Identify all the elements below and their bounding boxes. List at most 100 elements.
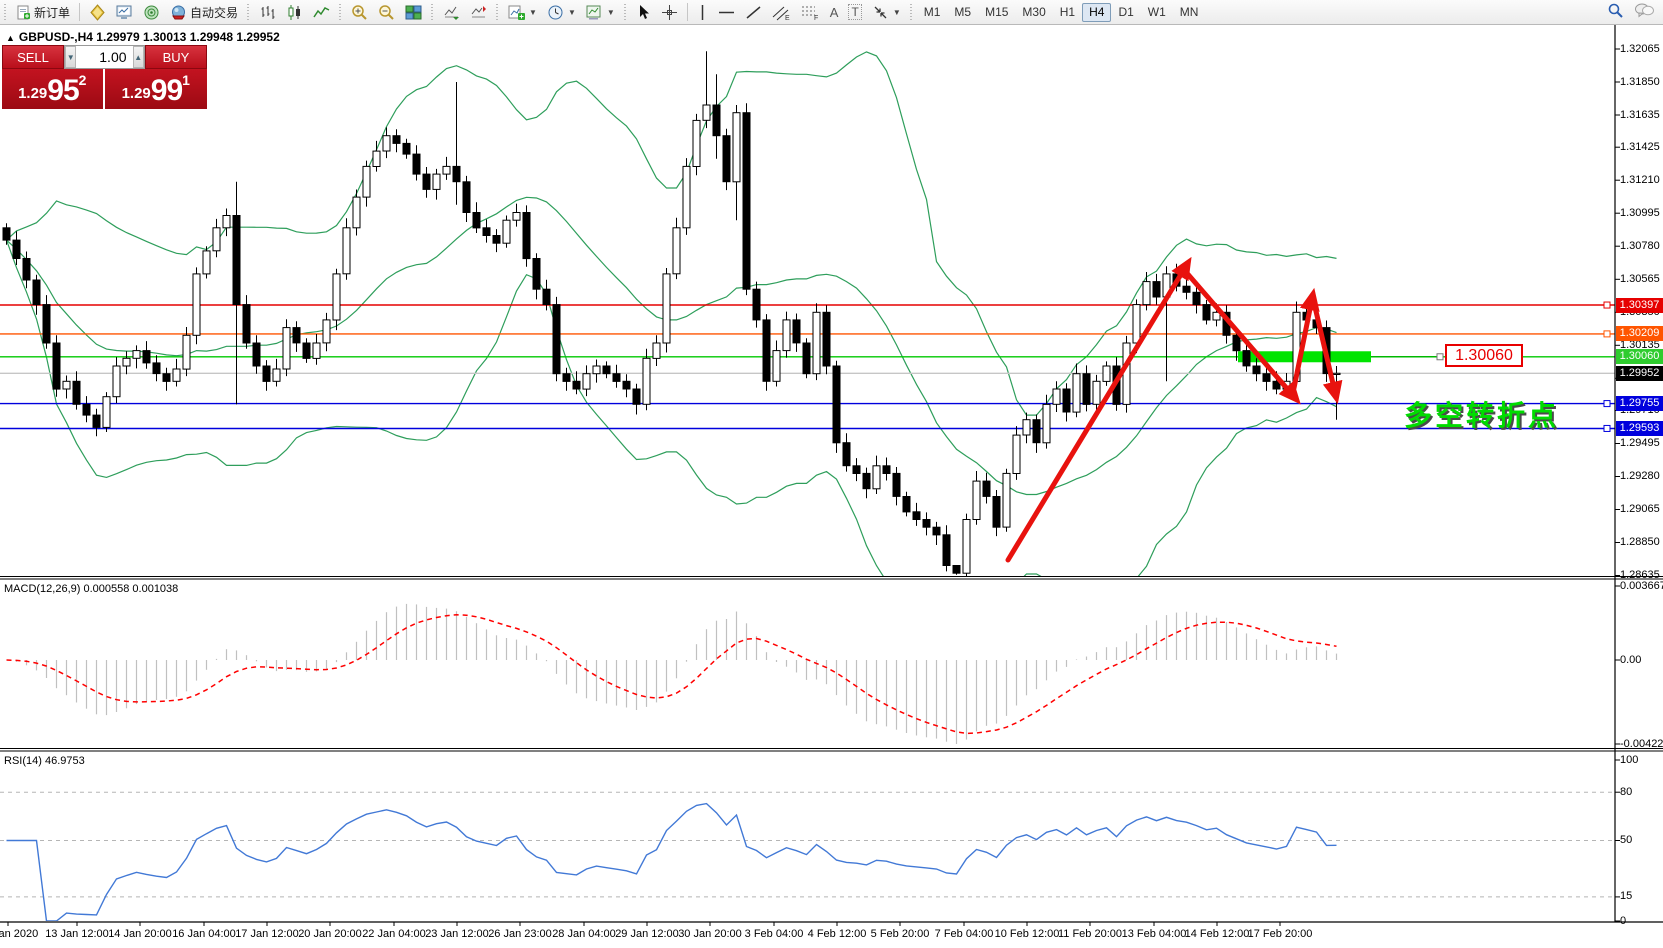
volume-input[interactable] — [76, 46, 133, 68]
zoom-in-button[interactable] — [346, 2, 373, 23]
time-axis-label: 3 Feb 04:00 — [744, 928, 804, 940]
clock-icon — [547, 4, 564, 21]
candles-chart-icon — [286, 4, 303, 21]
time-axis-label: 16 Jan 04:00 — [172, 928, 236, 940]
hline-tool-button[interactable] — [713, 2, 740, 23]
horizontal-line-icon — [718, 7, 735, 18]
trend-arrows-annotation[interactable] — [1005, 256, 1343, 563]
volume-stepper: ▼ ▲ — [64, 45, 145, 69]
time-axis-label: 30 Jan 20:00 — [678, 928, 742, 940]
green-highlight-zone[interactable] — [1238, 351, 1371, 363]
volume-decrease-button[interactable]: ▼ — [65, 46, 77, 68]
sell-button[interactable]: SELL — [2, 45, 64, 69]
level-price-axis-label[interactable]: 1.29755 — [1616, 396, 1663, 412]
periods-button[interactable]: ▼ — [542, 2, 581, 23]
chart-candles-button[interactable] — [281, 2, 308, 23]
tf-m1-button[interactable]: M1 — [923, 5, 941, 19]
level-price-axis-label[interactable]: 1.30397 — [1616, 297, 1663, 313]
svg-text:F: F — [814, 15, 818, 21]
tile-windows-button[interactable] — [400, 2, 427, 23]
time-axis-label: 11 Feb 20:00 — [1057, 928, 1123, 940]
market-watch-button[interactable] — [84, 2, 111, 23]
macd-axis-tick: 0.00 — [1620, 653, 1642, 666]
sell-price-pips: 95 — [47, 74, 79, 107]
label-tool-icon: T — [848, 4, 862, 20]
vertical-line-icon — [697, 4, 708, 21]
pivot-annotation-text[interactable]: 多空转折点 — [1404, 400, 1560, 431]
buy-price-display[interactable]: 1.29 99 1 — [104, 69, 207, 109]
search-icon[interactable] — [1607, 2, 1624, 22]
price-axis-tick: 1.28850 — [1620, 536, 1660, 548]
tf-d1-button[interactable]: D1 — [1118, 5, 1134, 19]
macd-rsi-splitter[interactable] — [0, 748, 1663, 752]
collapse-arrow-icon[interactable]: ▲ — [6, 33, 15, 43]
zoom-out-button[interactable] — [373, 2, 400, 23]
level-price-axis-label[interactable]: 1.29593 — [1616, 420, 1663, 436]
text-tool-button[interactable]: A — [825, 2, 844, 23]
time-axis-label: 14 Jan 20:00 — [108, 928, 172, 940]
channel-tool-button[interactable]: E — [767, 2, 796, 23]
rsi-axis-tick: 0 — [1620, 914, 1627, 927]
diamond-icon — [89, 3, 106, 21]
time-axis-label: 22 Jan 04:00 — [362, 928, 426, 940]
chart-bars-button[interactable] — [254, 2, 281, 23]
auto-scroll-button[interactable] — [438, 2, 465, 23]
new-order-icon — [16, 5, 31, 20]
trendline-tool-button[interactable] — [740, 2, 767, 23]
level-price-box[interactable]: 1.30060 — [1445, 344, 1523, 367]
chart-shift-button[interactable] — [465, 2, 492, 23]
template-icon — [586, 4, 603, 21]
crosshair-button[interactable] — [656, 2, 683, 23]
zoom-in-icon — [351, 4, 368, 21]
sell-price-display[interactable]: 1.29 95 2 — [2, 69, 105, 109]
dropdown-arrow-icon: ▼ — [606, 7, 615, 17]
label-tool-button[interactable]: T — [843, 2, 866, 23]
tf-m5-button[interactable]: M5 — [954, 5, 972, 19]
price-axis-tick: 1.30780 — [1620, 239, 1660, 252]
price-axis-tick: 1.30135 — [1620, 338, 1660, 351]
time-axis-label: 7 Feb 04:00 — [934, 928, 994, 940]
tf-h4-button[interactable]: H4 — [1082, 2, 1112, 22]
cursor-icon — [636, 4, 651, 20]
svg-text:E: E — [785, 15, 790, 21]
new-order-button[interactable]: 新订单 — [11, 2, 75, 23]
cursor-button[interactable] — [631, 2, 656, 23]
toolbar: 新订单 自动交易 ▼ ▼ ▼ E F A T ▼ — [0, 0, 1663, 25]
add-indicator-icon — [508, 4, 526, 21]
level-price-axis-label[interactable]: 1.30060 — [1616, 349, 1663, 365]
main-macd-splitter[interactable] — [0, 576, 1663, 580]
tf-w1-button[interactable]: W1 — [1147, 5, 1166, 19]
time-axis-label: 10 Feb 12:00 — [994, 928, 1060, 940]
time-axis-label: 14 Feb 12:00 — [1184, 928, 1250, 940]
macd-axis-tick: -0.00422 — [1620, 737, 1663, 750]
chart-line-button[interactable] — [308, 2, 335, 23]
sell-price-major: 1.29 — [18, 85, 48, 102]
navigator-button[interactable] — [111, 2, 138, 23]
fibonacci-tool-button[interactable]: F — [796, 2, 825, 23]
toolbar-grip[interactable] — [2, 4, 9, 20]
level-price-axis-label[interactable]: 1.30209 — [1616, 326, 1663, 342]
chat-icon[interactable] — [1634, 2, 1655, 22]
volume-increase-button[interactable]: ▲ — [132, 46, 144, 68]
vline-tool-button[interactable] — [692, 2, 713, 23]
time-axis-label: 10 Jan 2020 — [0, 928, 39, 940]
rsi-level-lines — [0, 791, 1615, 898]
indicators-button[interactable]: ▼ — [503, 2, 542, 23]
rsi-label: RSI(14) 46.9753 — [4, 755, 85, 767]
terminal-button[interactable] — [138, 2, 165, 23]
arrows-tool-button[interactable]: ▼ — [867, 2, 906, 23]
tf-mn-button[interactable]: MN — [1179, 5, 1199, 19]
tf-h1-button[interactable]: H1 — [1059, 5, 1076, 19]
level-price-axis-label[interactable]: 1.29952 — [1616, 365, 1663, 381]
templates-button[interactable]: ▼ — [581, 2, 620, 23]
autotrading-button[interactable]: 自动交易 — [165, 2, 243, 23]
auto-scroll-icon — [443, 4, 460, 21]
rsi-line — [6, 802, 1337, 921]
tf-m30-button[interactable]: M30 — [1022, 5, 1046, 19]
tf-m15-button[interactable]: M15 — [985, 5, 1009, 19]
bars-chart-icon — [259, 4, 276, 21]
price-axis-tick: 1.29495 — [1620, 436, 1660, 449]
buy-button[interactable]: BUY — [145, 45, 207, 69]
